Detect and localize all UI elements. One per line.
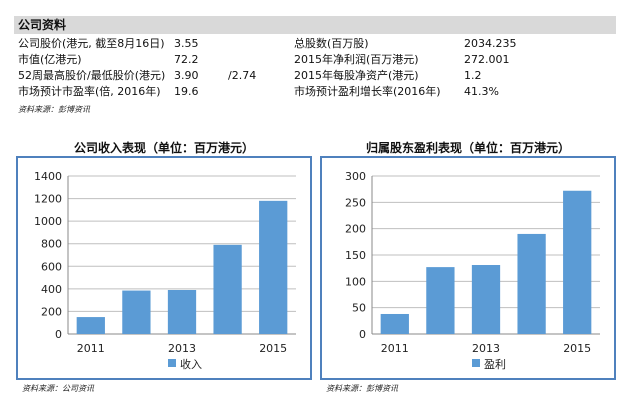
x-tick-label: 2013: [472, 342, 500, 355]
bar-2012: [122, 290, 151, 334]
y-tick-label: 0: [359, 328, 366, 341]
legend-swatch: [168, 359, 176, 367]
info-label: 市值(亿港元): [18, 53, 82, 66]
company-info-header: 公司资料: [14, 16, 616, 34]
y-tick-label: 600: [41, 260, 62, 273]
bar-2014: [517, 233, 546, 334]
bar-2015: [563, 190, 592, 334]
x-tick-label: 2015: [259, 342, 287, 355]
info-value: 41.3%: [464, 85, 499, 98]
info-value: /2.74: [228, 69, 257, 82]
info-label: 52周最高股价/最低股价(港元): [18, 69, 166, 82]
info-value: 1.2: [464, 69, 482, 82]
bar-2015: [259, 200, 288, 334]
x-tick-label: 2013: [168, 342, 196, 355]
bar-2013: [167, 289, 197, 334]
revenue-chart-source: 资料来源：公司资讯: [22, 384, 94, 393]
info-label: 2015年净利润(百万港元): [294, 53, 419, 66]
y-tick-label: 100: [345, 275, 366, 288]
y-tick-label: 300: [345, 170, 366, 183]
info-value: 72.2: [174, 53, 199, 66]
info-source: 资料来源：彭博资讯: [18, 105, 90, 114]
info-label: 2015年每股净资产(港元): [294, 69, 419, 82]
bar-2012: [426, 267, 455, 334]
legend-label: 收入: [180, 357, 202, 371]
info-label: 总股数(百万股): [294, 37, 369, 50]
y-tick-label: 50: [352, 302, 366, 315]
y-tick-label: 0: [55, 328, 62, 341]
info-row: 市场预计市盈率(倍, 2016年) 19.6 市场预计盈利增长率(2016年) …: [18, 84, 618, 100]
revenue-chart: 0 200 400 600 800 1000 1200 1400 2011 2013 2015 收入: [34, 170, 296, 371]
y-tick-label: 250: [345, 196, 366, 209]
bar-2014: [213, 244, 242, 334]
revenue-chart-title: 公司收入表现（单位：百万港元）: [73, 141, 254, 155]
x-tick-label: 2015: [563, 342, 591, 355]
info-row: 公司股价(港元, 截至8月16日) 3.55 总股数(百万股) 2034.235: [18, 36, 618, 52]
y-tick-label: 150: [345, 249, 366, 262]
info-value: 272.001: [464, 53, 510, 66]
y-tick-label: 1200: [34, 193, 62, 206]
y-tick-label: 200: [345, 223, 366, 236]
profit-chart-frame: 0 50 100 150 200 250 300 2011 2013 2015 盈利: [320, 156, 616, 380]
info-row: 52周最高股价/最低股价(港元) 3.90 /2.74 2015年每股净资产(港…: [18, 68, 618, 84]
x-tick-label: 2011: [381, 342, 409, 355]
bar-2013: [471, 265, 501, 334]
profit-chart-title: 归属股东盈利表现（单位：百万港元）: [365, 141, 570, 155]
x-tick-label: 2011: [77, 342, 105, 355]
y-tick-label: 200: [41, 305, 62, 318]
legend-swatch: [472, 359, 480, 367]
y-tick-label: 1000: [34, 215, 62, 228]
info-value: 19.6: [174, 85, 199, 98]
profit-chart-source: 资料来源：彭博资讯: [326, 384, 398, 393]
profit-chart: 0 50 100 150 200 250 300 2011 2013 2015 盈利: [345, 170, 600, 371]
info-label: 市场预计市盈率(倍, 2016年): [18, 85, 161, 98]
y-tick-label: 400: [41, 283, 62, 296]
info-row: 市值(亿港元) 72.2 2015年净利润(百万港元) 272.001: [18, 52, 618, 68]
bar-2011: [380, 313, 409, 334]
bar-2011: [76, 317, 105, 334]
info-value: 2034.235: [464, 37, 517, 50]
revenue-chart-frame: 0 200 400 600 800 1000 1200 1400 2011 2013 2015 收入: [16, 156, 312, 380]
y-tick-label: 1400: [34, 170, 62, 183]
legend-label: 盈利: [484, 358, 506, 371]
info-value: 3.90: [174, 69, 199, 82]
y-tick-label: 800: [41, 238, 62, 251]
info-label: 市场预计盈利增长率(2016年): [294, 85, 441, 98]
info-value: 3.55: [174, 37, 199, 50]
info-label: 公司股价(港元, 截至8月16日): [18, 37, 165, 50]
